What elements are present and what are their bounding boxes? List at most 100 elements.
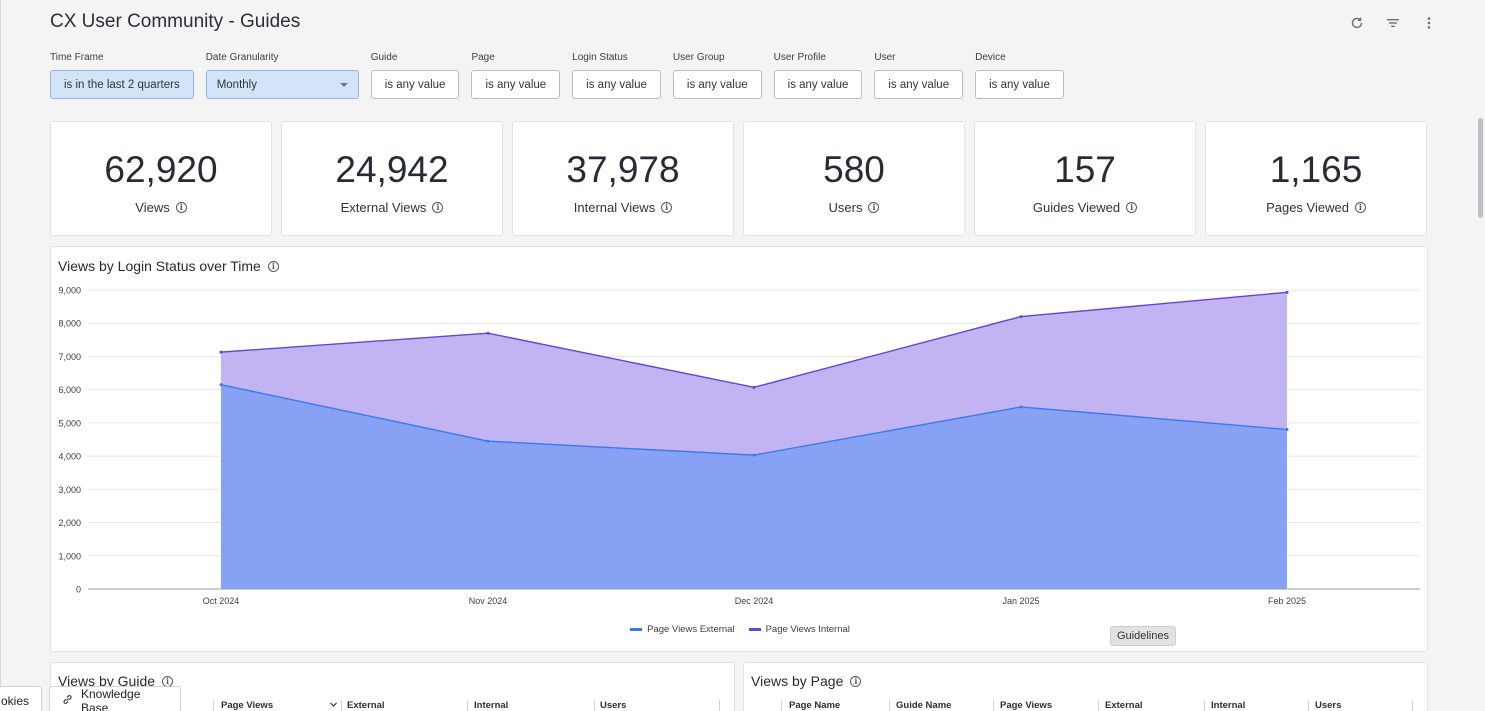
sort-chevron-down-icon[interactable] [329,700,338,711]
point-internal-0 [219,350,223,354]
caret-down-icon [339,82,348,87]
filter-value: is any value [485,78,547,91]
info-icon[interactable]: i [1354,202,1366,213]
column-divider [1098,700,1099,711]
filter-value-button[interactable]: is any value [773,70,863,99]
kpi-card-views[interactable]: 62,920 Views i [50,121,272,236]
y-tick-label: 4,000 [58,452,81,462]
point-internal-3 [1019,315,1023,319]
granularity-select[interactable]: Monthly [205,70,359,99]
filter-label: User Group [672,52,725,63]
kpi-label-text: Users [828,200,863,215]
column-divider [781,700,782,711]
refresh-icon[interactable] [1347,13,1367,33]
info-icon[interactable]: i [432,202,444,213]
filter-label: User [874,52,896,63]
tooltip: Guidelines [1110,626,1176,646]
y-tick-label: 0 [76,585,81,595]
filter-value: is any value [888,78,950,91]
link-icon [62,694,73,708]
chart-legend: Page Views External Page Views Internal [51,624,1429,635]
filter-page: Page is any value [471,52,561,99]
kpi-label: Pages Viewed i [1266,200,1366,215]
more-vert-icon[interactable] [1419,13,1439,33]
chart-title: Views by Login Status over Time i [58,258,279,274]
filter-value-button[interactable]: is any value [975,70,1064,99]
filter-value: is any value [384,78,446,91]
filter-value-button[interactable]: is any value [672,70,762,99]
knowledge-base-tab[interactable]: Knowledge Base [49,686,181,711]
column-header-page-views[interactable]: Page Views [221,700,274,711]
filter-time-frame: Time Frame is in the last 2 quarters [50,52,194,99]
y-tick-label: 6,000 [58,385,81,395]
column-header-users[interactable]: Users [1315,700,1342,711]
x-tick-label: Feb 2025 [1268,596,1306,606]
point-external-0 [219,383,223,387]
column-header-external[interactable]: External [347,700,385,711]
kpi-label: Views i [135,200,187,215]
filter-device: Device is any value [975,52,1064,99]
filter-label: Date Granularity [205,52,279,63]
legend-item[interactable]: Page Views External [630,624,735,635]
kpi-label-text: Guides Viewed [1032,200,1121,215]
point-external-2 [752,453,756,457]
column-divider [1204,700,1205,711]
info-icon[interactable]: i [868,202,880,213]
kpi-card-pages-viewed[interactable]: 1,165 Pages Viewed i [1205,121,1427,236]
point-internal-2 [752,385,756,389]
legend-item[interactable]: Page Views Internal [748,624,850,635]
kpi-row: 62,920 Views i 24,942 External Views i 37,978 I… [50,121,1427,236]
y-tick-label: 8,000 [58,319,81,329]
kpi-card-guides-viewed[interactable]: 157 Guides Viewed i [974,121,1196,236]
column-header-guide-name[interactable]: Guide Name [896,700,952,711]
kpi-card-users[interactable]: 580 Users i [743,121,965,236]
page-title: CX User Community - Guides [50,11,301,32]
kpi-value: 1,165 [1269,149,1363,190]
info-icon[interactable]: i [267,260,279,272]
filter-value-button[interactable]: is any value [370,70,460,99]
column-divider [889,700,890,711]
column-header-internal[interactable]: Internal [474,700,509,711]
chart-title-text: Views by Login Status over Time [58,258,261,274]
card-title-text: Views by Page [751,673,844,689]
kpi-card-external-views[interactable]: 24,942 External Views i [281,121,503,236]
column-header-users[interactable]: Users [600,700,627,711]
info-icon[interactable]: i [850,675,862,687]
filter-value-button[interactable]: is any value [471,70,561,99]
card-title-text: Views by Guide [58,673,156,689]
info-icon[interactable]: i [1126,202,1138,213]
kpi-value: 24,942 [335,149,449,190]
legend-swatch [630,628,643,631]
x-tick-label: Dec 2024 [735,596,774,606]
point-internal-4 [1285,290,1289,294]
left-rail [0,0,1,711]
column-header-page-views[interactable]: Page Views [1000,700,1053,711]
filter-value-button[interactable]: is in the last 2 quarters [50,70,194,99]
kpi-label: Guides Viewed i [1032,200,1138,215]
y-tick-label: 2,000 [58,518,81,528]
kpi-label: Users i [829,200,880,215]
filter-value-button[interactable]: is any value [874,70,964,99]
filter-label: Device [975,52,1006,63]
filter-value-button[interactable]: is any value [572,70,661,99]
kpi-card-internal-views[interactable]: 37,978 Internal Views i [512,121,734,236]
y-tick-label: 7,000 [58,352,81,362]
filter-label: User Profile [773,52,826,63]
kpi-value: 62,920 [104,149,218,190]
kpi-label-text: Views [135,200,170,215]
info-icon[interactable]: i [175,202,187,213]
page-scrollbar[interactable] [1478,118,1483,218]
column-header-page-name[interactable]: Page Name [789,700,841,711]
info-icon[interactable]: i [162,675,174,687]
column-header-external[interactable]: External [1105,700,1143,711]
filter-login-status: Login Status is any value [572,52,661,99]
info-icon[interactable]: i [661,202,673,213]
cookies-tab[interactable]: okies [0,686,43,711]
kpi-label-text: Internal Views [573,200,656,215]
filter-label: Page [471,52,495,63]
filter-user: User is any value [874,52,964,99]
filter-icon[interactable] [1383,13,1403,33]
column-header-internal[interactable]: Internal [1211,700,1246,711]
views-by-page-title: Views by Page i [751,673,862,689]
kpi-value: 37,978 [566,149,680,190]
